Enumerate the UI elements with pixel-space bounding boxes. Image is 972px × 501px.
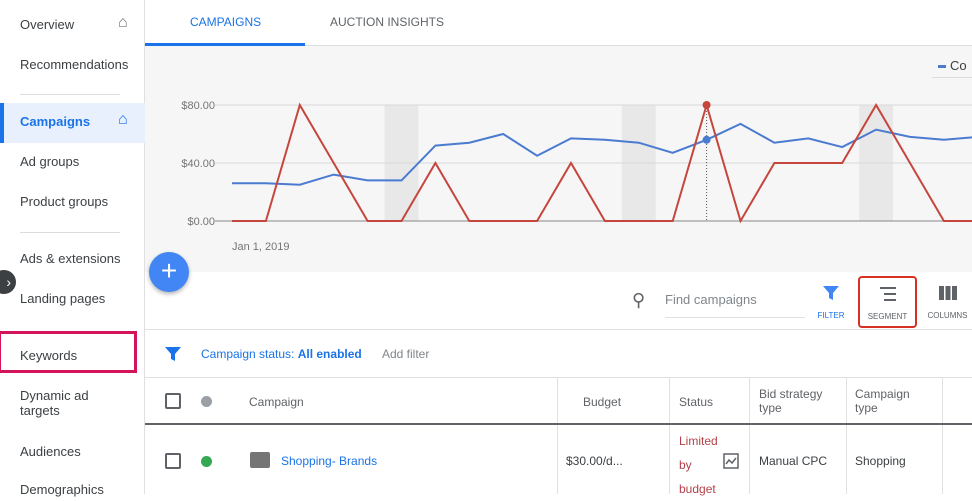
sidebar-item-product-groups[interactable]: Product groups [20,194,130,209]
search-input[interactable]: Find campaigns [665,292,805,318]
segment-icon [879,287,896,301]
sidebar-item-label: Campaigns [20,114,91,129]
col-divider [749,378,750,423]
sidebar-item-label: Product groups [20,194,109,209]
campaign-name-link[interactable]: Shopping- Brands [281,454,378,468]
filter-button[interactable]: FILTER [815,284,847,320]
col-divider [942,425,943,494]
chart-legend[interactable]: Co [932,58,972,78]
tab-bar: CAMPAIGNS AUCTION INSIGHTS [145,0,972,46]
sidebar-item-campaigns[interactable]: Campaigns ⌂ [20,111,130,129]
active-indicator [0,103,145,143]
sidebar-item-ads-extensions[interactable]: Ads & extensions [20,251,130,266]
data-point [702,101,711,109]
active-tab-indicator [145,43,305,46]
sidebar-item-audiences[interactable]: Audiences [20,444,130,459]
chart-trend-icon[interactable] [723,453,739,469]
sidebar-item-keywords[interactable]: Keywords [20,348,130,363]
campaign-status-filter[interactable]: Campaign status: All enabled [201,347,362,361]
enabled-status-dot [201,456,212,467]
campaign-type-value: Shopping [855,454,906,468]
filter-icon [165,347,181,361]
col-divider [846,425,847,494]
sidebar-item-landing-pages[interactable]: Landing pages [20,291,130,306]
tab-auction-insights[interactable]: AUCTION INSIGHTS [330,15,445,29]
x-tick-label: Jan 1, 2019 [232,241,290,253]
col-divider [557,378,558,423]
sidebar-item-label: Overview [20,17,75,32]
home-icon: ⌂ [118,14,128,31]
row-checkbox[interactable] [165,453,181,469]
table-toolbar: ⚲ Find campaigns FILTER SEGMENT COLUMNS [145,272,972,330]
legend-swatch [938,65,946,69]
divider [20,232,120,233]
header-status[interactable]: Status [679,395,714,409]
header-budget[interactable]: Budget [583,395,622,409]
add-filter-link[interactable]: Add filter [382,347,430,361]
sidebar-item-label: Demographics [20,482,104,497]
header-bid-strategy[interactable]: Bid strategy type [759,387,823,415]
status-line: by [679,458,692,472]
sidebar-item-label: Landing pages [20,291,106,306]
header-campaign[interactable]: Campaign [249,395,304,409]
divider [20,94,120,95]
y-tick-label: $0.00 [187,216,215,228]
series-line [232,122,972,186]
sidebar-item-label: Recommendations [20,57,129,72]
filter-chip-value: All enabled [297,347,362,361]
add-button[interactable]: + [149,252,189,292]
data-point [702,135,711,144]
sidebar: Overview ⌂ Recommendations Campaigns ⌂ Ad gro… [0,0,145,497]
y-tick-label: $80.00 [181,100,215,112]
select-all-checkbox[interactable] [165,393,181,409]
columns-button[interactable]: COLUMNS [925,286,970,320]
search-icon: ⚲ [632,290,646,310]
col-divider [942,378,943,423]
header-campaign-type[interactable]: Campaign type [855,387,910,415]
sidebar-item-label: Audiences [20,444,81,459]
col-divider [846,378,847,423]
sidebar-item-overview[interactable]: Overview ⌂ [20,14,130,32]
sidebar-item-label: Keywords [20,348,78,363]
sidebar-item-demographics[interactable]: Demographics [20,482,130,497]
segment-button[interactable]: SEGMENT [858,276,917,328]
sidebar-item-ad-groups[interactable]: Ad groups [20,154,130,169]
col-divider [749,425,750,494]
tab-campaigns[interactable]: CAMPAIGNS [190,15,262,29]
legend-label: Co [950,58,967,73]
filter-bar: Campaign status: All enabled Add filter [145,330,972,378]
table-row: Shopping- Brands $30.00/d... Limited by … [145,425,972,496]
budget-value[interactable]: $30.00/d... [566,454,623,468]
sidebar-item-recommendations[interactable]: Recommendations [20,57,130,72]
status-limited-by-budget[interactable]: Limited by budget [679,429,718,501]
filter-icon [823,286,839,300]
filter-chip-label: Campaign status: [201,347,298,361]
col-divider [669,378,670,423]
columns-icon [938,286,957,300]
status-line: Limited [679,434,718,448]
table-header: Campaign Budget Status Bid strategy type… [145,378,972,425]
keywords-highlight-box [0,331,137,373]
columns-label: COLUMNS [927,311,968,320]
sidebar-item-label: Dynamic ad targets [20,388,89,418]
segment-label: SEGMENT [867,312,908,321]
status-line: budget [679,482,716,496]
col-divider [557,425,558,494]
home-icon: ⌂ [118,111,128,128]
collapse-sidebar-button[interactable]: › [0,270,16,294]
sidebar-item-label: Ads & extensions [20,251,121,266]
sidebar-item-dynamic-ad-targets[interactable]: Dynamic ad targets [20,388,130,418]
series-line [232,101,972,224]
y-tick-label: $40.00 [181,158,215,170]
bid-strategy-value: Manual CPC [759,454,828,468]
sidebar-item-label: Ad groups [20,154,80,169]
chart-svg: $80.00 $40.00 $0.00 Jan 1, 2019 [181,100,972,253]
col-divider [669,425,670,494]
performance-chart: $80.00 $40.00 $0.00 Jan 1, 2019 Co [145,46,972,272]
shopping-tag-icon [250,452,270,468]
filter-label: FILTER [817,311,845,320]
status-dot-header [201,396,212,407]
